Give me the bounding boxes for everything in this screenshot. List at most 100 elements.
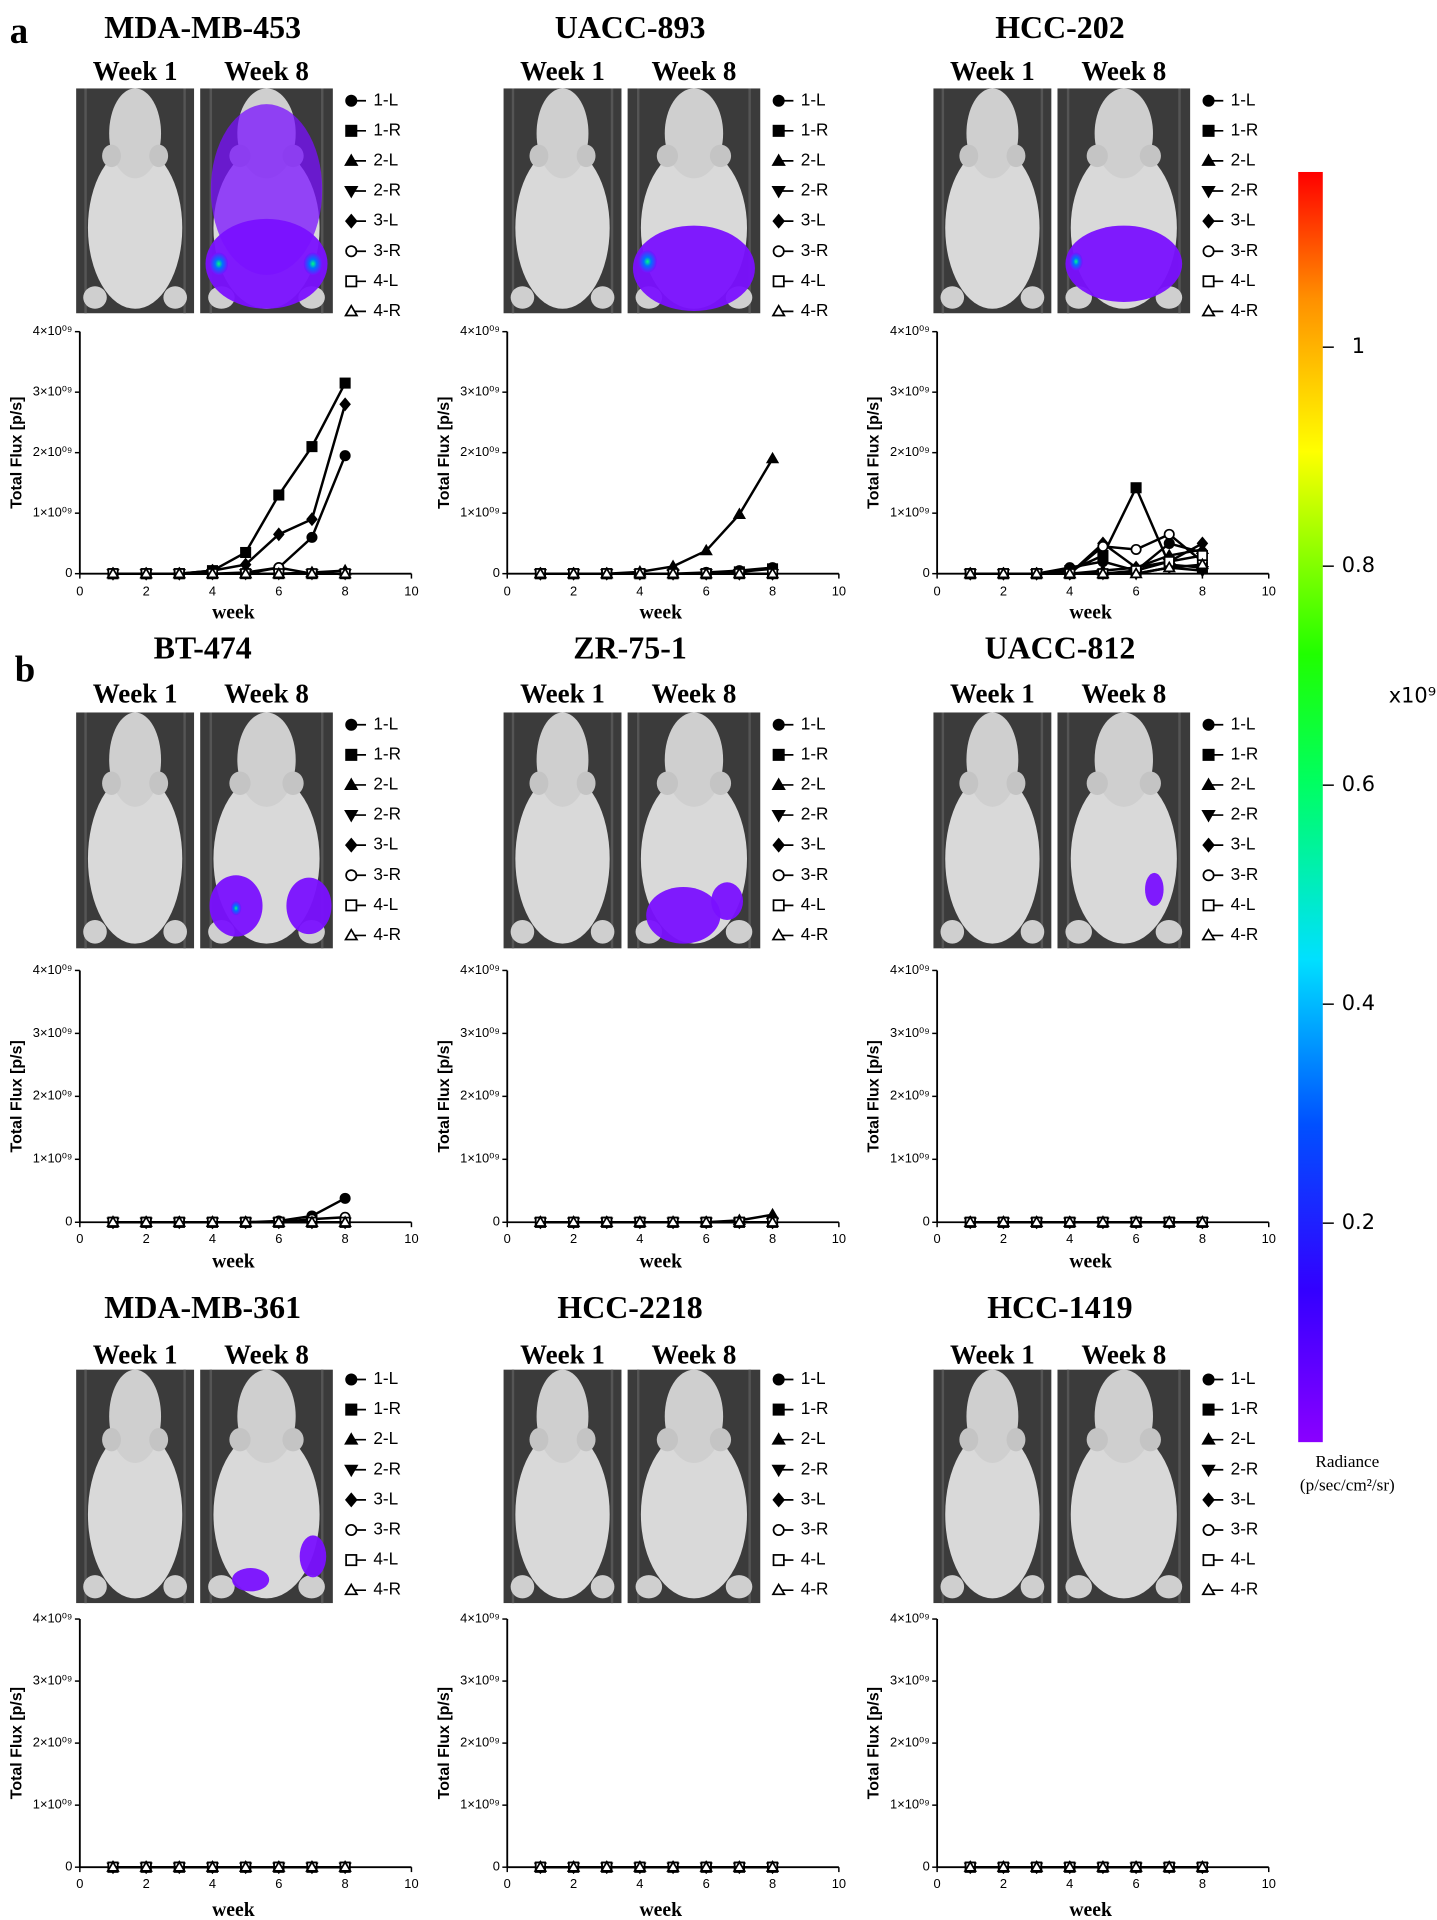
y-tick-label: 1×10⁰⁹ (460, 505, 500, 520)
legend-label: 2-L (1231, 773, 1256, 793)
marker (272, 1860, 286, 1872)
marker (172, 1860, 186, 1872)
mouse-leg (510, 1575, 535, 1599)
signal-overlay (632, 225, 755, 311)
marker (272, 1215, 286, 1227)
marker (1163, 528, 1175, 540)
image-label: Week 1 (93, 1340, 178, 1370)
mouse-head (966, 88, 1019, 179)
x-tick-label: 8 (342, 583, 349, 598)
legend-label: 4-R (801, 1579, 829, 1599)
legend-label: 2-L (1231, 1428, 1256, 1448)
y-tick-label: 2×10⁰⁹ (460, 444, 500, 459)
y-tick-label: 1×10⁰⁹ (890, 1151, 930, 1166)
legend-label: 3-R (1231, 1519, 1259, 1539)
mouse-ear (529, 144, 549, 168)
mouse-ear (529, 1428, 549, 1452)
marker (273, 489, 285, 501)
legend-label: 4-L (1231, 270, 1256, 290)
mouse-leg (635, 1575, 663, 1599)
legend-label: 1-L (1231, 713, 1256, 733)
y-axis-label: Total Flux [p/s] (866, 1040, 883, 1152)
y-tick-label: 4×10⁰⁹ (460, 323, 500, 338)
legend-label: 1-R (801, 119, 829, 139)
x-tick-label: 10 (832, 1231, 846, 1246)
marker (305, 566, 319, 579)
mouse-ear (709, 1428, 732, 1452)
legend-marker (772, 1403, 785, 1416)
x-axis-label: week (212, 1250, 255, 1272)
legend-label: 4-R (373, 924, 401, 944)
legend-marker (772, 245, 785, 258)
marker (272, 566, 286, 579)
marker (172, 1215, 186, 1227)
marker (239, 1860, 253, 1872)
y-tick-label: 1×10⁰⁹ (460, 1151, 500, 1166)
signal-overlay (232, 1568, 270, 1592)
x-tick-label: 10 (404, 1231, 418, 1246)
legend-marker (344, 153, 359, 166)
mouse-body (640, 1430, 747, 1599)
legend-marker (345, 275, 358, 288)
legend-label: 4-R (373, 300, 401, 320)
legend-marker (1201, 304, 1216, 317)
marker (996, 1860, 1011, 1872)
mouse-leg (1020, 286, 1045, 309)
mouse-leg (83, 1575, 107, 1599)
mouse-ear (149, 1428, 169, 1452)
marker (1195, 1215, 1210, 1227)
x-tick-label: 2 (570, 583, 577, 598)
x-tick-label: 0 (934, 583, 941, 598)
legend-marker (344, 1492, 358, 1508)
marker (765, 1215, 780, 1227)
mouse-leg (510, 286, 535, 309)
legend-marker (1201, 186, 1216, 199)
x-tick-label: 8 (769, 1876, 776, 1891)
legend-label: 4-L (801, 270, 826, 290)
mouse-head (664, 88, 724, 179)
image-label: Week 1 (950, 56, 1035, 86)
colorbar-tick-label: 0.4 (1342, 991, 1375, 1015)
x-axis-label: week (640, 1899, 683, 1920)
marker (732, 1215, 747, 1227)
y-tick-label: 3×10⁰⁹ (33, 1672, 73, 1687)
image-label: Week 8 (1081, 1340, 1166, 1370)
x-tick-label: 6 (1133, 583, 1140, 598)
x-tick-label: 4 (1066, 583, 1073, 598)
legend-marker (772, 899, 785, 912)
image-label: Week 1 (520, 679, 605, 709)
mouse-head (109, 712, 162, 807)
legend-label: 4-L (1231, 894, 1256, 914)
y-axis-label: Total Flux [p/s] (8, 397, 25, 509)
y-axis-label: Total Flux [p/s] (8, 1687, 25, 1799)
mouse-head (109, 88, 162, 179)
y-tick-label: 3×10⁰⁹ (33, 384, 73, 399)
signal-overlay (286, 877, 332, 935)
chart-title: ZR-75-1 (573, 630, 686, 665)
marker (1195, 557, 1210, 570)
signal-overlay (1069, 252, 1083, 271)
y-tick-label: 1×10⁰⁹ (33, 1797, 73, 1812)
legend-marker (1201, 810, 1216, 823)
x-tick-label: 6 (703, 1876, 710, 1891)
mouse-head (237, 712, 296, 807)
marker (699, 543, 713, 556)
legend-marker (772, 748, 785, 761)
legend-label: 4-L (801, 894, 826, 914)
mouse-ear (529, 771, 549, 796)
mouse-ear (709, 771, 732, 796)
y-tick-label: 4×10⁰⁹ (890, 1610, 930, 1625)
x-tick-label: 2 (143, 1231, 150, 1246)
mouse-head (536, 88, 589, 179)
mouse-ear (1139, 771, 1161, 796)
chart-title: BT-474 (154, 630, 252, 665)
y-tick-label: 3×10⁰⁹ (460, 1025, 500, 1040)
mouse-ear (959, 771, 979, 796)
image-label: Week 8 (1081, 679, 1166, 709)
y-axis-label: Total Flux [p/s] (436, 1040, 453, 1152)
legend-label: 3-R (373, 1519, 401, 1539)
marker (699, 1860, 713, 1872)
legend-marker (344, 810, 359, 823)
x-tick-label: 8 (769, 583, 776, 598)
legend-marker (1202, 124, 1215, 137)
